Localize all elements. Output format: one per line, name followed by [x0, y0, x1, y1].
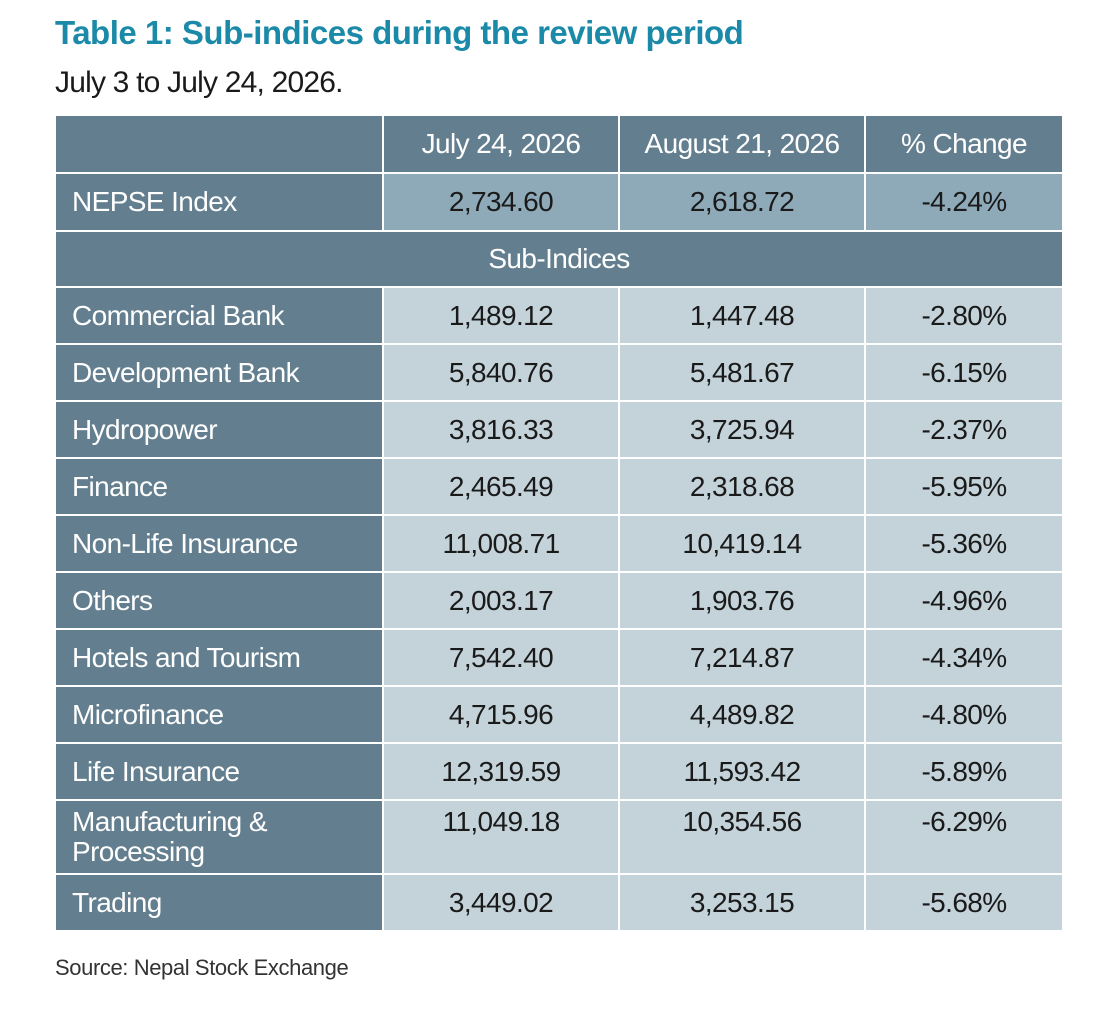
source-note: Source: Nepal Stock Exchange [55, 955, 349, 980]
row-change: -5.68% [864, 873, 1064, 932]
table-row: Microfinance 4,715.96 4,489.82 -4.80% [54, 685, 1064, 744]
row-value-2: 1,447.48 [618, 286, 866, 345]
header-cell-date-1: July 24, 2026 [382, 114, 620, 174]
row-value-2: 10,419.14 [618, 514, 866, 573]
row-name: Development Bank [54, 343, 384, 402]
table-row: Commercial Bank 1,489.12 1,447.48 -2.80% [54, 286, 1064, 345]
row-change: -6.29% [864, 799, 1064, 875]
nepse-index-change: -4.24% [864, 172, 1064, 232]
header-cell-change: % Change [864, 114, 1064, 174]
row-name: Trading [54, 873, 384, 932]
row-change: -2.37% [864, 400, 1064, 459]
row-value-2: 2,318.68 [618, 457, 866, 516]
row-name: Non-Life Insurance [54, 514, 384, 573]
row-value-2: 3,725.94 [618, 400, 866, 459]
row-name: Manufacturing & Processing [54, 799, 384, 875]
header-cell-name [54, 114, 384, 174]
row-change: -4.34% [864, 628, 1064, 687]
row-value-1: 11,008.71 [382, 514, 620, 573]
nepse-index-row: NEPSE Index 2,734.60 2,618.72 -4.24% [54, 172, 1064, 232]
row-change: -4.96% [864, 571, 1064, 630]
row-name: Hydropower [54, 400, 384, 459]
row-value-2: 1,903.76 [618, 571, 866, 630]
row-name: Life Insurance [54, 742, 384, 801]
header-cell-date-2: August 21, 2026 [618, 114, 866, 174]
table-row: Others 2,003.17 1,903.76 -4.96% [54, 571, 1064, 630]
row-value-1: 11,049.18 [382, 799, 620, 875]
table-title: Table 1: Sub-indices during the review p… [55, 14, 744, 51]
nepse-index-value-2: 2,618.72 [618, 172, 866, 232]
row-name: Hotels and Tourism [54, 628, 384, 687]
row-value-1: 3,816.33 [382, 400, 620, 459]
nepse-index-name: NEPSE Index [54, 172, 384, 232]
row-value-1: 3,449.02 [382, 873, 620, 932]
table-row: Life Insurance 12,319.59 11,593.42 -5.89… [54, 742, 1064, 801]
row-change: -5.89% [864, 742, 1064, 801]
row-value-2: 7,214.87 [618, 628, 866, 687]
row-name: Microfinance [54, 685, 384, 744]
sub-indices-table: July 24, 2026 August 21, 2026 % Change N… [54, 114, 1064, 932]
row-change: -6.15% [864, 343, 1064, 402]
nepse-index-value-1: 2,734.60 [382, 172, 620, 232]
row-value-1: 12,319.59 [382, 742, 620, 801]
table-row: Development Bank 5,840.76 5,481.67 -6.15… [54, 343, 1064, 402]
row-change: -5.36% [864, 514, 1064, 573]
row-value-1: 5,840.76 [382, 343, 620, 402]
table-row: Finance 2,465.49 2,318.68 -5.95% [54, 457, 1064, 516]
row-value-1: 2,003.17 [382, 571, 620, 630]
table-row: Trading 3,449.02 3,253.15 -5.68% [54, 873, 1064, 932]
row-value-2: 5,481.67 [618, 343, 866, 402]
row-change: -4.80% [864, 685, 1064, 744]
row-value-1: 1,489.12 [382, 286, 620, 345]
section-label: Sub-Indices [54, 230, 1064, 288]
row-value-2: 4,489.82 [618, 685, 866, 744]
row-change: -2.80% [864, 286, 1064, 345]
row-name: Others [54, 571, 384, 630]
row-value-1: 2,465.49 [382, 457, 620, 516]
row-name: Finance [54, 457, 384, 516]
row-value-1: 7,542.40 [382, 628, 620, 687]
table-row: Non-Life Insurance 11,008.71 10,419.14 -… [54, 514, 1064, 573]
row-name: Commercial Bank [54, 286, 384, 345]
section-row: Sub-Indices [54, 230, 1064, 288]
row-value-2: 3,253.15 [618, 873, 866, 932]
row-value-2: 11,593.42 [618, 742, 866, 801]
row-value-1: 4,715.96 [382, 685, 620, 744]
table-subtitle: July 3 to July 24, 2026. [55, 66, 343, 99]
row-value-2: 10,354.56 [618, 799, 866, 875]
table-row: Hotels and Tourism 7,542.40 7,214.87 -4.… [54, 628, 1064, 687]
header-row: July 24, 2026 August 21, 2026 % Change [54, 114, 1064, 174]
table-row: Manufacturing & Processing 11,049.18 10,… [54, 799, 1064, 875]
table-row: Hydropower 3,816.33 3,725.94 -2.37% [54, 400, 1064, 459]
row-change: -5.95% [864, 457, 1064, 516]
